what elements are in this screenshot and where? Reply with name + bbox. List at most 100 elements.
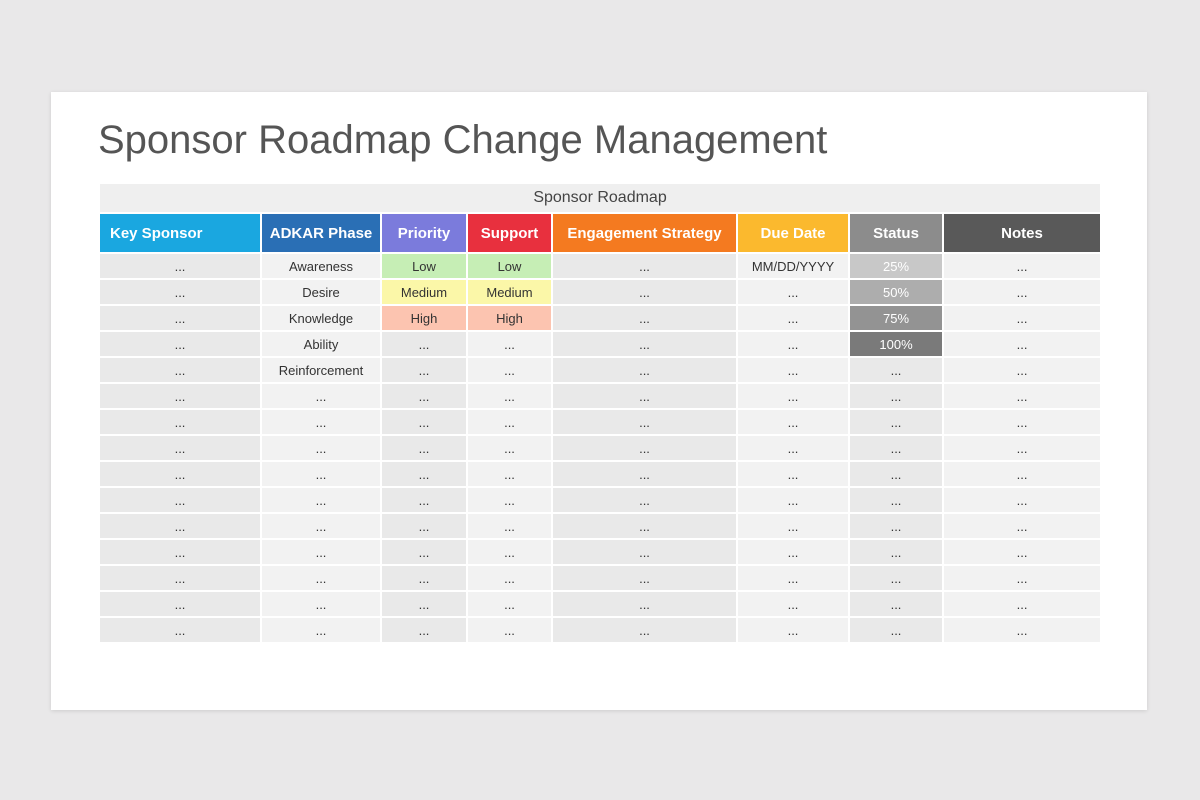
table-row: ........................ bbox=[98, 408, 1103, 436]
table-caption: Sponsor Roadmap bbox=[97, 184, 1103, 214]
table-cell: ... bbox=[466, 330, 553, 358]
table-cell: Medium bbox=[380, 278, 468, 306]
slide-card: Sponsor Roadmap Change Management Sponso… bbox=[51, 92, 1147, 710]
table-row: ........................ bbox=[98, 616, 1103, 644]
table-cell: ... bbox=[848, 460, 944, 488]
table-cell: ... bbox=[260, 460, 382, 488]
column-header: Key Sponsor bbox=[98, 212, 262, 254]
table-cell: ... bbox=[736, 304, 850, 332]
table-cell: ... bbox=[380, 512, 468, 540]
table-cell: ... bbox=[98, 616, 262, 644]
table-cell: Ability bbox=[260, 330, 382, 358]
table-cell: ... bbox=[736, 616, 850, 644]
table-cell: ... bbox=[736, 590, 850, 618]
table-cell: ... bbox=[98, 330, 262, 358]
table-cell: ... bbox=[848, 356, 944, 384]
table-cell: ... bbox=[736, 538, 850, 566]
table-cell: ... bbox=[551, 434, 738, 462]
table-cell: ... bbox=[941, 616, 1103, 644]
table-cell: ... bbox=[260, 382, 382, 410]
table-row: ........................ bbox=[98, 434, 1103, 462]
table-cell: ... bbox=[466, 486, 553, 514]
table-cell: ... bbox=[98, 590, 262, 618]
table-cell: ... bbox=[941, 564, 1103, 592]
table-cell: Low bbox=[466, 252, 553, 280]
table-cell: ... bbox=[941, 304, 1103, 332]
table-cell: ... bbox=[98, 434, 262, 462]
table-cell: ... bbox=[260, 564, 382, 592]
table-cell: ... bbox=[260, 486, 382, 514]
table-row: ... Knowledge High High...... 75%... bbox=[98, 304, 1103, 332]
table-cell: ... bbox=[98, 564, 262, 592]
table-cell: ... bbox=[380, 408, 468, 436]
table-row: ........................ bbox=[98, 512, 1103, 540]
table-row: ........................ bbox=[98, 538, 1103, 566]
table-row: ... Reinforcement.................. bbox=[98, 356, 1103, 384]
table-cell: ... bbox=[466, 538, 553, 566]
table-cell: ... bbox=[260, 590, 382, 618]
table-cell: ... bbox=[98, 382, 262, 410]
table-cell: ... bbox=[941, 434, 1103, 462]
table-cell: ... bbox=[551, 616, 738, 644]
table-cell: ... bbox=[551, 564, 738, 592]
table-cell: ... bbox=[848, 382, 944, 410]
table-cell: ... bbox=[98, 252, 262, 280]
table-row: ... Ability............ 100%... bbox=[98, 330, 1103, 358]
table-cell: ... bbox=[98, 304, 262, 332]
column-header: ADKAR Phase bbox=[260, 212, 382, 254]
table-cell: ... bbox=[380, 382, 468, 410]
table-cell: ... bbox=[736, 278, 850, 306]
table-cell: ... bbox=[941, 538, 1103, 566]
table-cell: ... bbox=[466, 616, 553, 644]
table-cell: ... bbox=[466, 590, 553, 618]
caption-row: Sponsor Roadmap bbox=[97, 184, 1103, 214]
table-cell: ... bbox=[380, 538, 468, 566]
table-cell: ... bbox=[736, 486, 850, 514]
table-cell: ... bbox=[848, 590, 944, 618]
table-cell: 50% bbox=[848, 278, 944, 306]
table-cell: ... bbox=[466, 460, 553, 488]
table-cell: ... bbox=[260, 512, 382, 540]
table-cell: ... bbox=[466, 408, 553, 436]
table-cell: ... bbox=[380, 564, 468, 592]
table-cell: ... bbox=[848, 486, 944, 514]
table-row: ........................ bbox=[98, 382, 1103, 410]
table-cell: ... bbox=[260, 434, 382, 462]
table-cell: ... bbox=[736, 564, 850, 592]
table-cell: ... bbox=[551, 408, 738, 436]
table-cell: ... bbox=[98, 538, 262, 566]
table-cell: ... bbox=[98, 512, 262, 540]
table-cell: 100% bbox=[848, 330, 944, 358]
table-cell: ... bbox=[736, 356, 850, 384]
table-cell: ... bbox=[941, 330, 1103, 358]
table-cell: 25% bbox=[848, 252, 944, 280]
table-cell: ... bbox=[848, 434, 944, 462]
table-row: ........................ bbox=[98, 564, 1103, 592]
table-cell: ... bbox=[736, 330, 850, 358]
table-cell: ... bbox=[848, 564, 944, 592]
table-cell: ... bbox=[466, 512, 553, 540]
table-cell: ... bbox=[736, 512, 850, 540]
table-cell: ... bbox=[551, 278, 738, 306]
table-cell: ... bbox=[98, 408, 262, 436]
column-header: Notes bbox=[941, 212, 1103, 254]
table-cell: Knowledge bbox=[260, 304, 382, 332]
table-cell: ... bbox=[736, 382, 850, 410]
table-cell: ... bbox=[941, 460, 1103, 488]
table-cell: ... bbox=[260, 616, 382, 644]
table-cell: ... bbox=[551, 356, 738, 384]
table-cell: ... bbox=[260, 538, 382, 566]
table-cell: Reinforcement bbox=[260, 356, 382, 384]
table-cell: ... bbox=[551, 538, 738, 566]
table-cell: ... bbox=[551, 330, 738, 358]
header-row: Key Sponsor ADKAR Phase Priority Support Eng… bbox=[98, 212, 1103, 254]
table-cell: ... bbox=[380, 616, 468, 644]
table-cell: MM/DD/YYYY bbox=[736, 252, 850, 280]
table-cell: ... bbox=[551, 486, 738, 514]
column-header: Engagement Strategy bbox=[551, 212, 738, 254]
table-cell: ... bbox=[941, 382, 1103, 410]
table-row: ... Desire Medium Medium...... 50%... bbox=[98, 278, 1103, 306]
table-row: ........................ bbox=[98, 590, 1103, 618]
table-cell: ... bbox=[98, 356, 262, 384]
